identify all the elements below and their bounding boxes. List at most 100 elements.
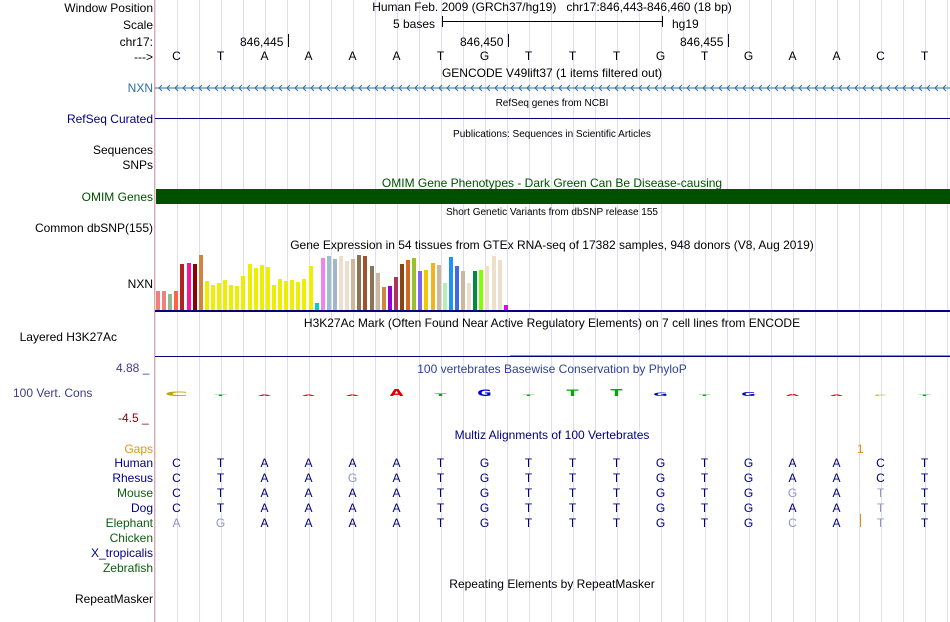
gtex-tissue-bar[interactable] bbox=[210, 285, 215, 310]
strand-arrow bbox=[518, 84, 523, 92]
species-label[interactable]: Human bbox=[114, 456, 153, 470]
gtex-tissue-bar[interactable] bbox=[454, 266, 459, 310]
omim-feature-bar[interactable] bbox=[156, 189, 950, 204]
aligned-base: A bbox=[304, 516, 313, 530]
aligned-base: G bbox=[479, 486, 490, 500]
gtex-track-label[interactable]: NXN bbox=[127, 277, 153, 291]
gtex-bar-chart[interactable] bbox=[156, 253, 556, 310]
refseq-gene-line[interactable] bbox=[155, 118, 950, 119]
refseq-track-label[interactable]: RefSeq Curated bbox=[66, 112, 153, 126]
species-label[interactable]: Zebrafish bbox=[102, 561, 153, 575]
gtex-tissue-bar[interactable] bbox=[265, 267, 270, 310]
gtex-tissue-bar[interactable] bbox=[174, 291, 179, 310]
gtex-tissue-bar[interactable] bbox=[271, 285, 276, 310]
species-label[interactable]: Elephant bbox=[105, 516, 153, 530]
dbsnp-track-title[interactable]: Short Genetic Variants from dbSNP releas… bbox=[446, 207, 658, 218]
gtex-tissue-bar[interactable] bbox=[320, 258, 325, 310]
gtex-tissue-bar[interactable] bbox=[180, 264, 185, 310]
gencode-track-label[interactable]: NXN bbox=[127, 81, 153, 95]
pubs-track-label-line2[interactable]: SNPs bbox=[122, 158, 153, 172]
gencode-track-title[interactable]: GENCODE V49lift37 (1 items filtered out) bbox=[441, 66, 663, 80]
gtex-tissue-bar[interactable] bbox=[430, 263, 435, 310]
pubs-track-label-line1[interactable]: Sequences bbox=[92, 143, 153, 157]
h3k27ac-track-title[interactable]: H3K27Ac Mark (Often Found Near Active Re… bbox=[303, 316, 801, 330]
gtex-tissue-bar[interactable] bbox=[308, 266, 313, 310]
gtex-tissue-bar[interactable] bbox=[424, 270, 429, 310]
pubs-track-title[interactable]: Publications: Sequences in Scientific Ar… bbox=[453, 129, 651, 140]
gtex-tissue-bar[interactable] bbox=[503, 305, 508, 310]
phylop-track-title[interactable]: 100 vertebrates Basewise Conservation by… bbox=[417, 362, 687, 376]
repeatmasker-track-label[interactable]: RepeatMasker bbox=[74, 592, 153, 606]
gtex-tissue-bar[interactable] bbox=[375, 273, 380, 310]
gtex-tissue-bar[interactable] bbox=[357, 255, 362, 310]
gtex-tissue-bar[interactable] bbox=[259, 265, 264, 310]
h3k27ac-track-label[interactable]: Layered H3K27Ac bbox=[19, 330, 117, 344]
gtex-tissue-bar[interactable] bbox=[253, 268, 258, 310]
gtex-tissue-bar[interactable] bbox=[363, 256, 368, 310]
gtex-tissue-bar[interactable] bbox=[332, 259, 337, 310]
gtex-tissue-bar[interactable] bbox=[381, 287, 386, 310]
multiz-track-title[interactable]: Multiz Alignments of 100 Vertebrates bbox=[454, 428, 650, 442]
gtex-tissue-bar[interactable] bbox=[436, 265, 441, 310]
phylop-track-label[interactable]: 100 Vert. Cons bbox=[13, 386, 93, 400]
gtex-tissue-bar[interactable] bbox=[326, 256, 331, 310]
strand-arrow bbox=[422, 84, 427, 92]
repeatmasker-track-title[interactable]: Repeating Elements by RepeatMasker bbox=[449, 577, 655, 591]
omim-track-label[interactable]: OMIM Genes bbox=[81, 190, 153, 204]
omim-track-title[interactable]: OMIM Gene Phenotypes - Dark Green Can Be… bbox=[381, 176, 723, 190]
gtex-tissue-bar[interactable] bbox=[168, 294, 173, 310]
gtex-tissue-bar[interactable] bbox=[461, 271, 465, 310]
dbsnp-track-label[interactable]: Common dbSNP(155) bbox=[34, 221, 153, 235]
species-label[interactable]: X_tropicalis bbox=[90, 546, 153, 560]
gtex-tissue-bar[interactable] bbox=[204, 281, 209, 310]
gtex-tissue-bar[interactable] bbox=[497, 260, 502, 310]
gtex-tissue-bar[interactable] bbox=[156, 291, 160, 310]
gtex-tissue-bar[interactable] bbox=[278, 279, 282, 310]
gtex-tissue-bar[interactable] bbox=[418, 271, 423, 310]
gtex-tissue-bar[interactable] bbox=[247, 264, 252, 310]
refseq-track-title[interactable]: RefSeq genes from NCBI bbox=[495, 98, 609, 109]
ruler-title[interactable]: Human Feb. 2009 (GRCh37/hg19) chr17:846,… bbox=[372, 0, 732, 14]
gtex-tissue-bar[interactable] bbox=[284, 281, 289, 310]
gtex-tissue-bar[interactable] bbox=[229, 285, 234, 310]
gtex-tissue-bar[interactable] bbox=[345, 261, 350, 310]
gtex-tissue-bar[interactable] bbox=[369, 266, 374, 310]
gtex-tissue-bar[interactable] bbox=[393, 277, 398, 310]
gtex-tissue-bar[interactable] bbox=[223, 280, 228, 310]
strand-arrow bbox=[254, 84, 259, 92]
species-label[interactable]: Dog bbox=[130, 501, 153, 515]
gtex-tissue-bar[interactable] bbox=[479, 270, 484, 310]
gtex-track-title[interactable]: Gene Expression in 54 tissues from GTEx … bbox=[290, 238, 814, 252]
gtex-tissue-bar[interactable] bbox=[186, 263, 191, 310]
species-label[interactable]: Mouse bbox=[116, 486, 153, 500]
gtex-tissue-bar[interactable] bbox=[235, 286, 240, 310]
gtex-tissue-bar[interactable] bbox=[198, 255, 203, 310]
species-label[interactable]: Rhesus bbox=[112, 471, 153, 485]
gtex-tissue-bar[interactable] bbox=[162, 291, 167, 310]
gtex-tissue-bar[interactable] bbox=[351, 259, 356, 310]
gtex-tissue-bar[interactable] bbox=[406, 260, 411, 310]
gtex-tissue-bar[interactable] bbox=[217, 283, 221, 310]
strand-arrow bbox=[438, 84, 443, 92]
gtex-tissue-bar[interactable] bbox=[485, 266, 490, 310]
species-alignment[interactable]: Human C T A A A A T G T T T G T G A A C T Rhesus C T A A G A T G T T T… bbox=[0, 456, 950, 576]
gtex-tissue-bar[interactable] bbox=[296, 282, 301, 310]
gtex-tissue-bar[interactable] bbox=[314, 303, 319, 310]
nxn-gene-model[interactable] bbox=[155, 82, 950, 94]
gtex-tissue-bar[interactable] bbox=[241, 276, 246, 310]
gtex-tissue-bar[interactable] bbox=[448, 257, 453, 310]
gtex-tissue-bar[interactable] bbox=[290, 280, 295, 310]
gtex-tissue-bar[interactable] bbox=[442, 283, 447, 310]
gtex-tissue-bar[interactable] bbox=[400, 264, 404, 310]
gtex-tissue-bar[interactable] bbox=[387, 286, 392, 310]
species-label[interactable]: Chicken bbox=[109, 531, 153, 545]
gtex-tissue-bar[interactable] bbox=[491, 256, 496, 310]
gtex-tissue-bar[interactable] bbox=[412, 258, 417, 310]
gtex-tissue-bar[interactable] bbox=[467, 283, 472, 310]
gtex-tissue-bar[interactable] bbox=[302, 279, 307, 310]
gtex-tissue-bar[interactable] bbox=[192, 264, 197, 310]
gtex-tissue-bar[interactable] bbox=[339, 256, 343, 310]
gtex-tissue-bar[interactable] bbox=[473, 271, 478, 310]
